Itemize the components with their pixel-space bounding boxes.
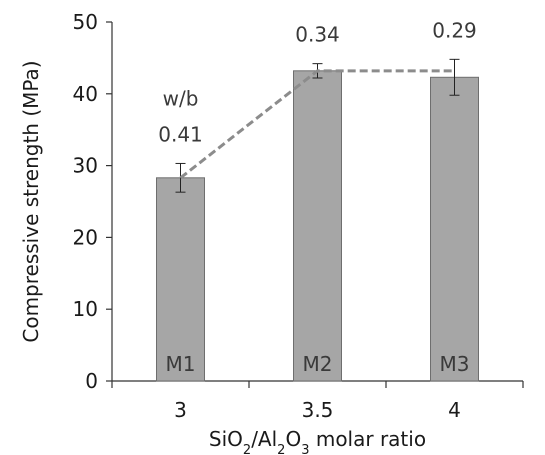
bar-labels: M1 M2 M3 <box>166 352 470 376</box>
x-tick-label: 3.5 <box>302 398 334 422</box>
wb-annotation: 0.41 <box>158 122 203 146</box>
y-tick-labels: 0 10 20 30 40 50 <box>73 10 98 393</box>
y-tick-label: 40 <box>73 82 98 106</box>
bar-label: M1 <box>166 352 196 376</box>
x-axis-title: SiO2/Al2O3 molar ratio <box>209 427 426 455</box>
x-tick-label: 4 <box>448 398 461 422</box>
y-tick-label: 0 <box>85 369 98 393</box>
bar <box>293 70 342 382</box>
wb-annotation: 0.34 <box>295 23 340 47</box>
y-tick-label: 10 <box>73 297 98 321</box>
x-tick-label: 3 <box>174 398 187 422</box>
bar-label: M2 <box>303 352 333 376</box>
bars <box>156 70 479 382</box>
x-tick-labels: 3 3.5 4 <box>174 398 461 422</box>
bar-label: M3 <box>440 352 470 376</box>
wb-annotation-header: w/b <box>163 86 199 110</box>
bar <box>430 76 479 382</box>
annotations: 0.41 0.34 0.29 w/b <box>158 18 477 146</box>
y-tick-label: 50 <box>73 10 98 34</box>
trend-line-group <box>179 69 455 179</box>
trend-line <box>179 69 455 179</box>
y-tick-label: 20 <box>73 225 98 249</box>
wb-annotation: 0.29 <box>432 18 477 42</box>
bar <box>156 177 205 382</box>
y-axis-title: Compressive strength (MPa) <box>19 60 43 342</box>
y-tick-label: 30 <box>73 154 98 178</box>
